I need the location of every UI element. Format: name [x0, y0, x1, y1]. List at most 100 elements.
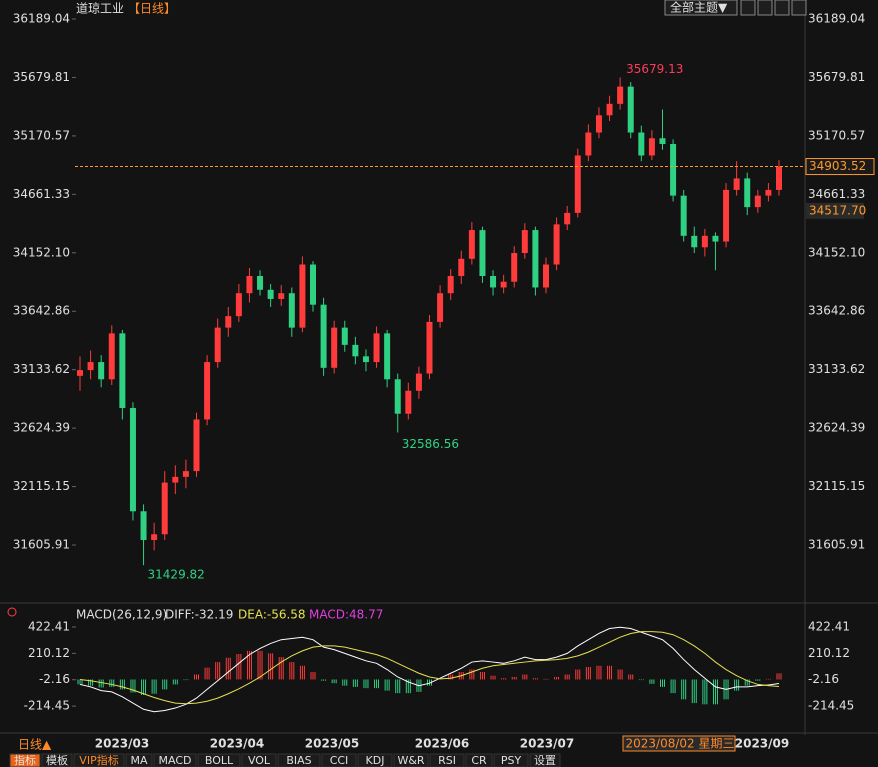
diff-label: DIFF:-32.19 — [165, 608, 233, 622]
tab[interactable] — [9, 753, 41, 767]
chart-title: 道琼工业 — [76, 1, 124, 16]
tool-button[interactable] — [791, 0, 807, 16]
tool-button[interactable] — [740, 0, 756, 16]
theme-button-label[interactable]: 全部主题▼ — [670, 0, 728, 15]
y-tick-label: 35170.57 — [13, 128, 70, 142]
candle-body — [553, 224, 560, 265]
tab-label[interactable]: 指标 — [14, 753, 36, 767]
macd-label: MACD:48.77 — [309, 608, 383, 622]
y-tick-label-right: 32115.15 — [808, 479, 865, 493]
tool-button[interactable] — [774, 0, 790, 16]
candle-body — [172, 476, 179, 483]
y-tick-label: 36189.04 — [13, 11, 70, 25]
candle-body — [426, 321, 433, 374]
candle-body — [87, 362, 94, 371]
candle-body — [384, 333, 391, 380]
x-tick-label: 2023/08/02 星期三 — [626, 737, 735, 751]
candle-body — [267, 289, 274, 299]
candle-body — [564, 212, 571, 225]
level-box — [806, 202, 864, 219]
y-tick-label-right: 31605.91 — [808, 538, 865, 552]
candle-body — [691, 235, 698, 248]
tab[interactable] — [197, 753, 241, 767]
y-tick-label: 34152.10 — [13, 245, 70, 259]
tab-label[interactable]: 设置 — [534, 754, 556, 767]
x-tick-label: 2023/06 — [415, 737, 469, 751]
candle-body — [394, 379, 401, 414]
tab[interactable] — [73, 753, 125, 767]
candle-body — [479, 230, 486, 276]
y-tick-label-right: 32624.39 — [808, 421, 865, 435]
tab-label[interactable]: MACD — [159, 754, 192, 767]
tab-label[interactable]: CR — [471, 754, 487, 767]
x-tick-label: 2023/05 — [305, 737, 359, 751]
tab-label[interactable]: VIP指标 — [79, 753, 118, 767]
y-tick-label: 35679.81 — [13, 70, 70, 84]
tab-label[interactable]: BIAS — [286, 754, 311, 767]
tab[interactable] — [465, 753, 493, 767]
tab-label[interactable]: CCI — [330, 754, 349, 767]
cursor-date-box — [622, 735, 736, 752]
settings-icon[interactable] — [7, 607, 17, 617]
tab[interactable] — [429, 753, 465, 767]
tab-label[interactable]: W&R — [397, 754, 424, 767]
macd-tick-label-right: 210.12 — [808, 646, 850, 660]
candle-body — [299, 264, 306, 328]
y-tick-label-right: 35679.81 — [808, 70, 865, 84]
tab[interactable] — [153, 753, 197, 767]
candle-body — [373, 333, 380, 363]
low-annotation: 31429.82 — [148, 568, 205, 582]
candle-body — [415, 373, 422, 391]
candle-body — [680, 195, 687, 236]
candle-body — [543, 264, 549, 288]
candle-body — [733, 178, 740, 190]
candle-body — [352, 344, 359, 357]
period-button[interactable]: 日线▲ — [18, 738, 52, 752]
tool-button[interactable] — [757, 0, 773, 16]
tab[interactable] — [493, 753, 529, 767]
y-tick-label-right: 36189.04 — [808, 11, 865, 25]
candle-body — [712, 235, 719, 242]
y-tick-label: 34661.33 — [13, 187, 70, 201]
candle-body — [257, 275, 264, 290]
candle-body — [765, 189, 772, 196]
candle-body — [331, 327, 338, 368]
tab[interactable] — [357, 753, 393, 767]
tab[interactable] — [41, 753, 73, 767]
tab[interactable] — [241, 753, 277, 767]
candle-body — [701, 235, 708, 248]
y-tick-label-right: 35170.57 — [808, 128, 865, 142]
candle-body — [606, 103, 613, 116]
candle-body — [617, 86, 624, 104]
candle-body — [574, 155, 581, 213]
tab[interactable] — [277, 753, 321, 767]
candle-body — [638, 132, 645, 156]
macd-tick-label-right: -2.16 — [808, 672, 839, 686]
tab[interactable] — [529, 753, 561, 767]
tab-label[interactable]: MA — [130, 754, 147, 767]
tab-label[interactable]: VOL — [248, 754, 271, 767]
candle-body — [744, 178, 751, 208]
tab[interactable] — [125, 753, 153, 767]
y-tick-label-right: 33642.86 — [808, 304, 865, 318]
candle-body — [468, 230, 475, 259]
tab[interactable] — [393, 753, 429, 767]
candle-body — [532, 230, 539, 288]
last-price-label: 34903.52 — [809, 159, 866, 173]
tab-label[interactable]: KDJ — [366, 754, 385, 767]
macd-tick-label-right: 422.41 — [808, 619, 850, 633]
candle-body — [754, 195, 761, 208]
theme-button[interactable] — [664, 0, 738, 16]
candle-body — [140, 511, 147, 540]
tab-label[interactable]: RSI — [438, 754, 456, 767]
macd-tick-label: 210.12 — [28, 646, 70, 660]
y-tick-label: 32115.15 — [13, 479, 70, 493]
tab-label[interactable]: PSY — [501, 754, 522, 767]
candle-body — [182, 471, 189, 477]
tab[interactable] — [321, 753, 357, 767]
tab-label[interactable]: BOLL — [205, 754, 234, 767]
candle-body — [193, 419, 200, 472]
tab-label[interactable]: 模板 — [46, 753, 68, 767]
